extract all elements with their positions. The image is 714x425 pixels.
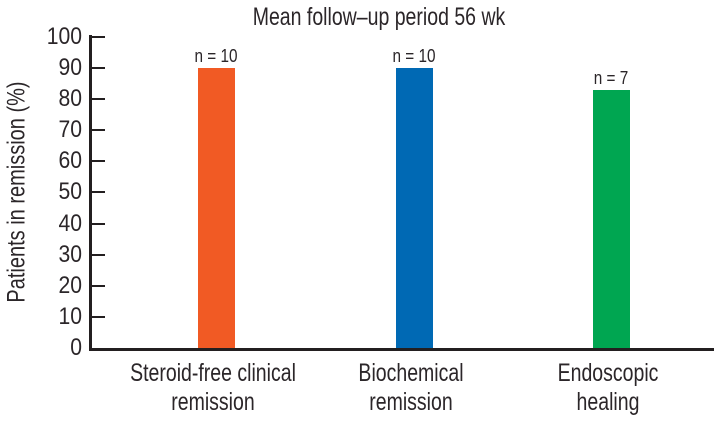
x-category-label-steroid-free-clinical-remission: Steroid-free clinical remission bbox=[130, 359, 296, 416]
x-category-label-biochemical-remission: Biochemical remission bbox=[358, 359, 464, 416]
y-tick-mark bbox=[92, 129, 105, 132]
bar-count-label: n = 7 bbox=[593, 67, 629, 88]
y-tick-mark bbox=[92, 66, 105, 69]
y-tick-mark bbox=[92, 98, 105, 101]
y-tick-label: 100 bbox=[46, 22, 82, 50]
y-tick-label: 80 bbox=[58, 85, 82, 113]
y-tick-label: 40 bbox=[58, 209, 82, 237]
y-tick-mark bbox=[92, 160, 105, 163]
bar-steroid-free-clinical-remission bbox=[197, 68, 235, 348]
y-tick-label: 90 bbox=[58, 53, 82, 81]
y-tick-label: 70 bbox=[58, 116, 82, 144]
chart-title: Mean follow–up period 56 wk bbox=[252, 3, 506, 31]
y-tick-mark bbox=[92, 315, 105, 318]
y-tick-label: 10 bbox=[58, 302, 82, 330]
y-axis-label: Patients in remission (%) bbox=[2, 81, 31, 303]
plot-area: 0 10 20 30 40 50 60 70 80 90 100 n = 10 n = 10 n = 7 bbox=[47, 24, 714, 360]
bar-count-label: n = 10 bbox=[194, 45, 238, 66]
bar-biochemical-remission bbox=[395, 68, 433, 348]
y-tick-label: 50 bbox=[58, 178, 82, 206]
y-tick-label: 60 bbox=[58, 147, 82, 175]
y-tick-mark bbox=[92, 35, 105, 38]
y-tick-mark bbox=[92, 191, 105, 194]
bar-endoscopic-healing bbox=[592, 89, 630, 348]
y-tick-mark bbox=[92, 253, 105, 256]
y-tick-label: 0 bbox=[70, 334, 82, 361]
x-category-label-endoscopic-healing: Endoscopic healing bbox=[557, 359, 659, 416]
y-tick-mark bbox=[92, 284, 105, 287]
bar-count-label: n = 10 bbox=[392, 45, 436, 66]
y-tick-label: 20 bbox=[58, 271, 82, 299]
y-tick-label: 30 bbox=[58, 240, 82, 268]
y-tick-mark bbox=[92, 222, 105, 225]
